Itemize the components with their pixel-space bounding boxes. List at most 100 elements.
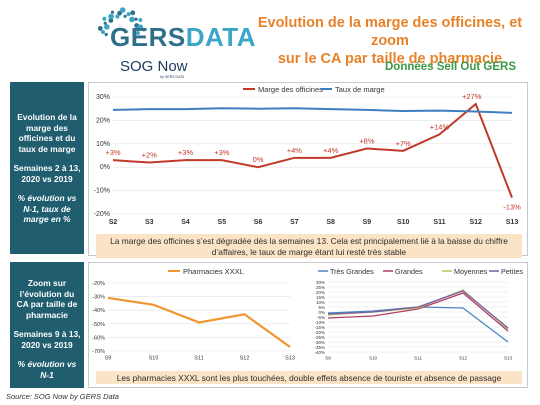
data-label: +3%	[105, 148, 121, 157]
logo-dot	[137, 24, 144, 30]
y-tick-label: 30%	[96, 94, 110, 101]
x-tick-label: S11	[414, 356, 422, 361]
sog-now-label: SOG Now	[120, 58, 188, 75]
logo-gers: GERS	[110, 22, 186, 52]
legend-label: Très Grandes	[330, 267, 374, 276]
logo-dot	[130, 10, 136, 16]
logo-dot	[134, 17, 138, 21]
y-tick-label: 20%	[316, 290, 325, 295]
section2-sidebar: Zoom sur l’évolution du CA par taille de…	[10, 262, 84, 388]
x-tick-label: S12	[240, 356, 250, 362]
logo-dot	[135, 30, 140, 35]
legend-label: Marge des officines	[258, 85, 323, 94]
section1-sidebar: Evolution de la marge des officines et d…	[10, 82, 84, 254]
x-tick-label: S10	[397, 219, 410, 226]
section2-comment: Les pharmacies XXXL sont les plus touché…	[96, 371, 522, 384]
x-tick-label: S11	[194, 356, 203, 362]
logo-dot	[104, 32, 108, 37]
section1-comment: La marge des officines s’est dégradée dè…	[96, 234, 522, 258]
x-tick-label: S5	[218, 219, 227, 226]
x-tick-label: S8	[326, 219, 335, 226]
y-tick-label: -40%	[92, 308, 105, 314]
y-tick-label: -35%	[314, 345, 325, 350]
section2-note: % évolution vs N-1	[17, 359, 77, 380]
data-label: +8%	[359, 136, 375, 145]
x-tick-label: S4	[181, 219, 190, 226]
data-label: +4%	[323, 146, 339, 155]
y-tick-label: 25%	[316, 285, 325, 290]
y-tick-label: -20%	[94, 211, 110, 218]
y-tick-label: -25%	[314, 335, 325, 340]
logo-dot	[108, 13, 114, 20]
y-tick-label: -40%	[314, 350, 325, 355]
data-label: +27%	[462, 92, 482, 101]
section2-heading: Zoom sur l’évolution du CA par taille de…	[16, 278, 78, 320]
logo-dot	[138, 17, 143, 22]
x-tick-label: S3	[145, 219, 154, 226]
data-label: +4%	[287, 146, 303, 155]
y-tick-label: -5%	[317, 315, 325, 320]
y-tick-label: -15%	[314, 325, 325, 330]
title-line-2: sur le CA par taille de pharmacie	[277, 51, 503, 67]
logo-dot	[129, 16, 135, 23]
x-tick-label: S12	[469, 219, 482, 226]
data-source-subtitle: Données Sell Out GERS	[385, 61, 516, 73]
series-line-marge-des-officines	[112, 102, 513, 198]
series-line-taux-de-marge	[112, 107, 513, 114]
y-tick-label: 15%	[316, 295, 325, 300]
source-note: Source: SOG Now by GERS Data	[6, 392, 119, 401]
legend-label: Taux de marge	[335, 85, 385, 94]
logo-dot	[103, 21, 107, 25]
legend-label: Moyennes	[454, 267, 488, 276]
y-tick-label: -20%	[92, 281, 105, 287]
y-tick-label: 10%	[96, 141, 110, 148]
x-tick-label: S13	[285, 356, 295, 362]
legend-label: Petites	[501, 267, 523, 276]
legend-label: Pharmacies XXXL	[183, 267, 244, 276]
x-tick-label: S10	[369, 356, 378, 361]
logo-dot	[119, 7, 126, 13]
section1-note: % évolution vs N-1, taux de marge en %	[17, 193, 77, 224]
section2-period: Semaines 9 à 13, 2020 vs 2019	[13, 329, 81, 350]
gersdata-logo: GERSDATA	[50, 4, 256, 52]
legend-label: Grandes	[395, 267, 423, 276]
y-tick-label: -30%	[92, 295, 105, 301]
sog-now-sublabel: by GERS DATA	[160, 75, 185, 79]
y-tick-label: 0%	[100, 164, 110, 171]
x-tick-label: S13	[506, 219, 519, 226]
y-tick-label: 0%	[318, 310, 325, 315]
logo-dot	[101, 29, 106, 34]
logo-dot	[104, 24, 110, 30]
y-tick-label: 10%	[316, 300, 325, 305]
data-label: +3%	[178, 148, 194, 157]
data-label: +3%	[214, 148, 230, 157]
y-tick-label: -50%	[92, 322, 105, 328]
logo-dot	[142, 28, 146, 32]
logo-dot	[108, 18, 114, 23]
x-tick-label: S10	[149, 356, 159, 362]
x-tick-label: S13	[504, 356, 513, 361]
x-tick-label: S9	[363, 219, 372, 226]
y-tick-label: 5%	[318, 305, 325, 310]
x-tick-label: S6	[254, 219, 263, 226]
x-tick-label: S9	[325, 356, 331, 361]
logo-dot	[98, 26, 103, 31]
y-tick-label: -30%	[314, 340, 325, 345]
y-tick-label: -70%	[92, 349, 105, 355]
x-tick-label: S2	[109, 219, 118, 226]
x-tick-label: S11	[433, 219, 445, 226]
data-label: +14%	[430, 122, 450, 131]
logo-dot	[123, 14, 127, 18]
logo-dots-icon	[98, 7, 146, 37]
page-title: Evolution de la marge des officines, et …	[250, 14, 530, 68]
x-tick-label: S12	[459, 356, 468, 361]
y-tick-label: -60%	[92, 335, 105, 341]
data-label: 0%	[253, 155, 264, 164]
data-label: +7%	[396, 139, 412, 148]
y-tick-label: 30%	[316, 280, 325, 285]
title-line-1: Evolution de la marge des officines, et …	[257, 15, 523, 49]
data-label: +2%	[142, 151, 158, 160]
y-tick-label: -10%	[94, 188, 110, 195]
logo-dot	[115, 14, 120, 19]
